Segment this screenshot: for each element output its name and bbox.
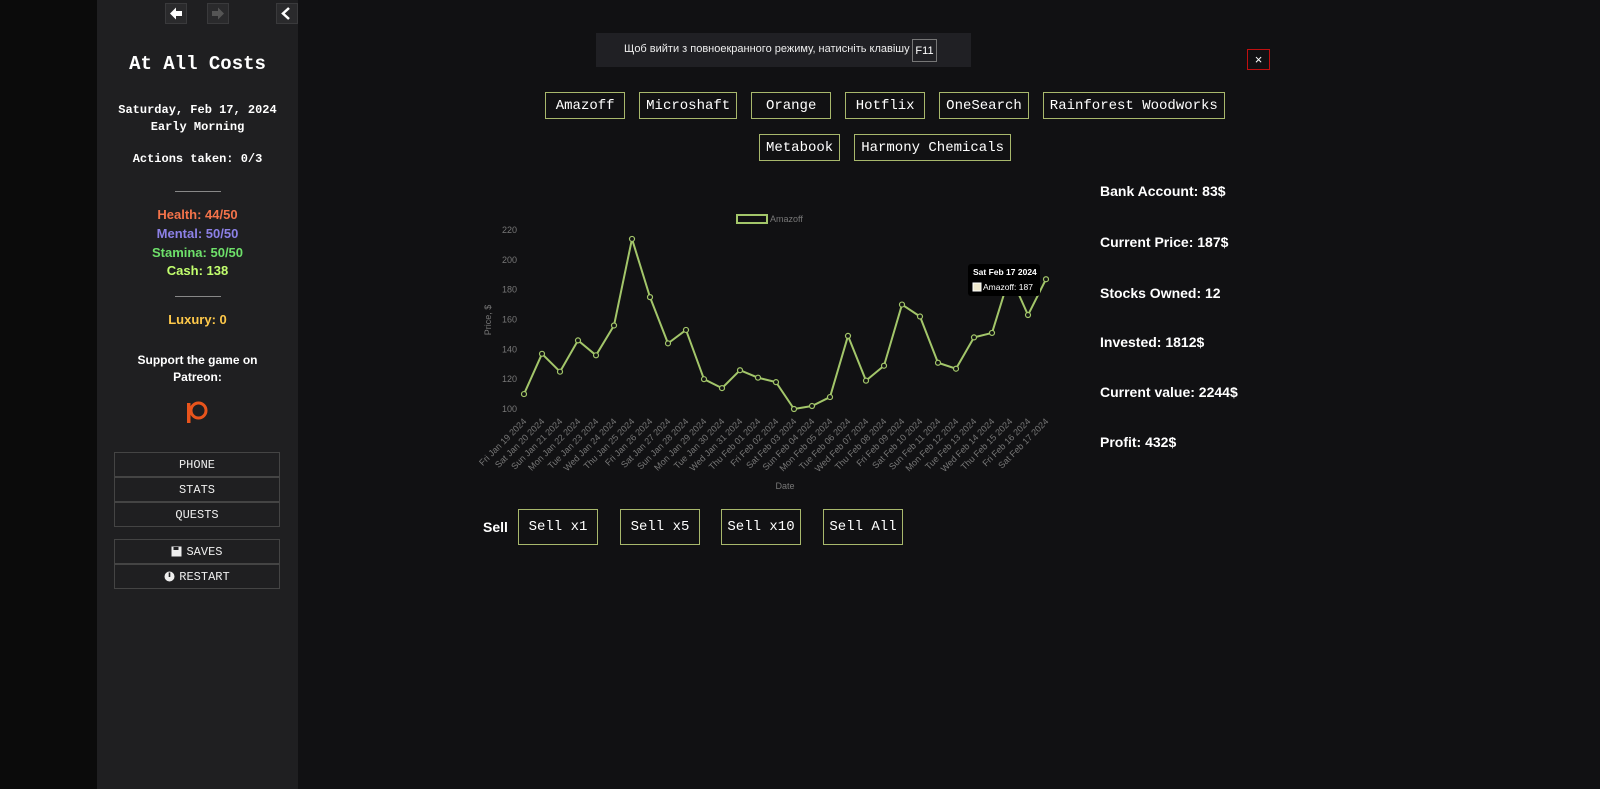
data-point	[934, 359, 942, 366]
patreon-icon[interactable]	[184, 399, 211, 426]
data-point	[520, 390, 528, 398]
y-tick-label: 200	[502, 255, 517, 265]
mental: Mental: 50/50	[156, 226, 239, 241]
sell-button[interactable]: Sell All	[823, 509, 903, 545]
data-point	[664, 340, 672, 347]
data-point	[754, 374, 762, 381]
stock-tabs: Amazoff Microshaft Orange Hotflix OneSearch R…	[500, 92, 1270, 161]
y-tick-label: 120	[502, 374, 517, 384]
data-point	[880, 362, 888, 369]
data-point	[862, 377, 870, 384]
data-point	[628, 235, 636, 243]
health: Health: 44/50	[157, 207, 238, 222]
stats-button[interactable]: STATS	[114, 477, 280, 502]
y-tick-label: 160	[502, 315, 517, 325]
data-point	[610, 322, 618, 329]
stamina: Stamina: 50/50	[151, 245, 244, 260]
portfolio-stat: Profit: 432$	[1100, 434, 1177, 450]
legend-swatch	[736, 214, 768, 224]
sell-label: Sell	[483, 519, 508, 535]
quests-button[interactable]: QUESTS	[114, 502, 280, 527]
stock-tab[interactable]: Orange	[751, 92, 832, 119]
restart-label: RESTART	[179, 569, 230, 584]
x-axis-label: Date	[775, 481, 794, 491]
actions-taken: Actions taken: 0/3	[132, 152, 263, 166]
data-point	[574, 337, 582, 344]
data-point	[808, 402, 816, 410]
restart-button[interactable]: RESTART	[114, 564, 280, 589]
sell-button[interactable]: Sell x10	[721, 509, 801, 545]
notice-text: Щоб вийти з повноекранного режиму, натис…	[624, 43, 910, 55]
data-point	[1024, 311, 1032, 319]
stock-tab[interactable]: Microshaft	[639, 92, 738, 119]
portfolio-stat: Stocks Owned: 12	[1100, 285, 1221, 301]
cash: Cash: 138	[166, 263, 229, 278]
portfolio-stat: Bank Account: 83$	[1100, 183, 1226, 199]
back-button[interactable]	[165, 3, 187, 24]
data-point	[538, 350, 546, 357]
phone-button[interactable]: PHONE	[114, 452, 280, 477]
data-point	[646, 294, 654, 301]
support-text: Support the game on Patreon:	[137, 353, 258, 384]
left-strip	[0, 0, 97, 789]
data-point	[790, 405, 798, 413]
key-badge: F11	[912, 39, 937, 62]
y-tick-label: 220	[502, 225, 517, 235]
y-axis-label: Price, $	[483, 305, 493, 336]
stock-tab[interactable]: Metabook	[758, 134, 841, 161]
data-point	[844, 332, 852, 340]
tooltip-title: Sat Feb 17 2024	[973, 267, 1037, 277]
portfolio-stat: Current Price: 187$	[1100, 234, 1229, 250]
portfolio-stat: Invested: 1812$	[1100, 334, 1205, 350]
data-point	[988, 329, 996, 337]
sell-button[interactable]: Sell x1	[518, 509, 598, 545]
portfolio-stat: Current value: 2244$	[1100, 384, 1238, 400]
data-point	[592, 352, 600, 359]
price-line	[523, 237, 1047, 410]
stock-tab[interactable]: Harmony Chemicals	[854, 134, 1012, 161]
saves-button[interactable]: SAVES	[114, 539, 280, 564]
separator	[175, 296, 221, 297]
time-of-day: Early Morning	[150, 120, 245, 134]
tooltip-box	[968, 264, 1040, 296]
tooltip-label: Amazoff: 187	[983, 282, 1033, 292]
data-point	[736, 367, 744, 374]
forward-button[interactable]	[207, 3, 229, 24]
date: Saturday, Feb 17, 2024	[118, 103, 277, 117]
data-point	[718, 385, 726, 392]
legend-label: Amazoff	[770, 214, 803, 224]
data-point	[898, 301, 906, 308]
data-point	[682, 326, 690, 334]
stock-tab[interactable]: Rainforest Woodworks	[1042, 92, 1225, 119]
tooltip: Sat Feb 17 2024 Amazoff: 187	[968, 264, 1040, 296]
data-point	[970, 334, 978, 341]
y-tick-label: 180	[502, 285, 517, 295]
data-point	[952, 365, 960, 372]
sell-button[interactable]: Sell x5	[620, 509, 700, 545]
game-title: At All Costs	[129, 53, 266, 75]
stock-tab[interactable]: Hotflix	[845, 92, 926, 119]
y-tick-label: 140	[502, 344, 517, 354]
close-button[interactable]: ×	[1247, 49, 1270, 70]
separator	[175, 191, 221, 192]
stock-tab[interactable]: Amazoff	[545, 92, 626, 119]
data-point	[916, 313, 924, 320]
data-point	[1042, 276, 1050, 283]
data-point	[556, 368, 564, 375]
luxury: Luxury: 0	[168, 312, 227, 327]
tooltip-swatch	[972, 282, 982, 292]
collapse-button[interactable]	[276, 3, 298, 24]
fullscreen-notice: Щоб вийти з повноекранного режиму, натис…	[596, 33, 971, 67]
sidebar	[97, 0, 298, 789]
stock-tab[interactable]: OneSearch	[939, 92, 1029, 119]
data-point	[700, 376, 708, 383]
data-point	[772, 379, 780, 386]
saves-label: SAVES	[186, 544, 223, 559]
data-point	[826, 393, 834, 401]
y-tick-label: 100	[502, 404, 517, 414]
